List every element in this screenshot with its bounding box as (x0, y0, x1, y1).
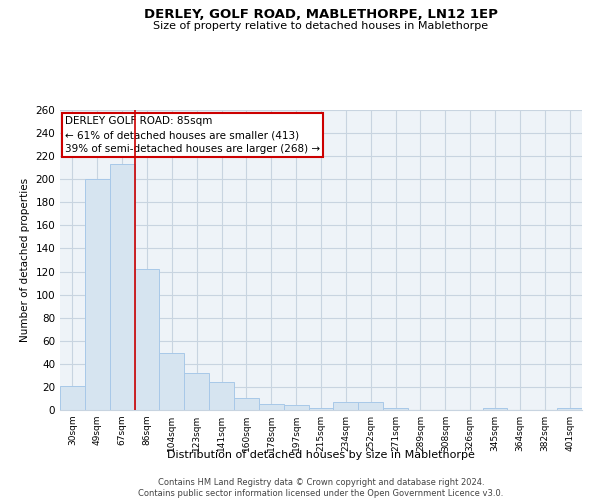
Bar (284, 406, 308, 410)
Bar (259, 404, 284, 410)
Bar (110, 164, 134, 410)
Text: DERLEY, GOLF ROAD, MABLETHORPE, LN12 1EP: DERLEY, GOLF ROAD, MABLETHORPE, LN12 1EP (144, 8, 498, 20)
Bar (184, 373, 209, 410)
Text: Contains HM Land Registry data © Crown copyright and database right 2024.
Contai: Contains HM Land Registry data © Crown c… (139, 478, 503, 498)
Bar (85, 179, 110, 410)
Y-axis label: Number of detached properties: Number of detached properties (20, 178, 30, 342)
Text: DERLEY GOLF ROAD: 85sqm
← 61% of detached houses are smaller (413)
39% of semi-d: DERLEY GOLF ROAD: 85sqm ← 61% of detache… (65, 116, 320, 154)
Bar (482, 408, 508, 410)
Text: Distribution of detached houses by size in Mablethorpe: Distribution of detached houses by size … (167, 450, 475, 460)
Bar (308, 408, 334, 410)
Bar (358, 402, 383, 410)
Bar (160, 354, 184, 410)
Bar (60, 386, 85, 410)
Bar (209, 382, 234, 410)
Text: Size of property relative to detached houses in Mablethorpe: Size of property relative to detached ho… (154, 21, 488, 31)
Bar (234, 398, 259, 410)
Bar (334, 402, 358, 410)
Bar (557, 408, 582, 410)
Bar (383, 408, 408, 410)
Bar (134, 269, 160, 410)
